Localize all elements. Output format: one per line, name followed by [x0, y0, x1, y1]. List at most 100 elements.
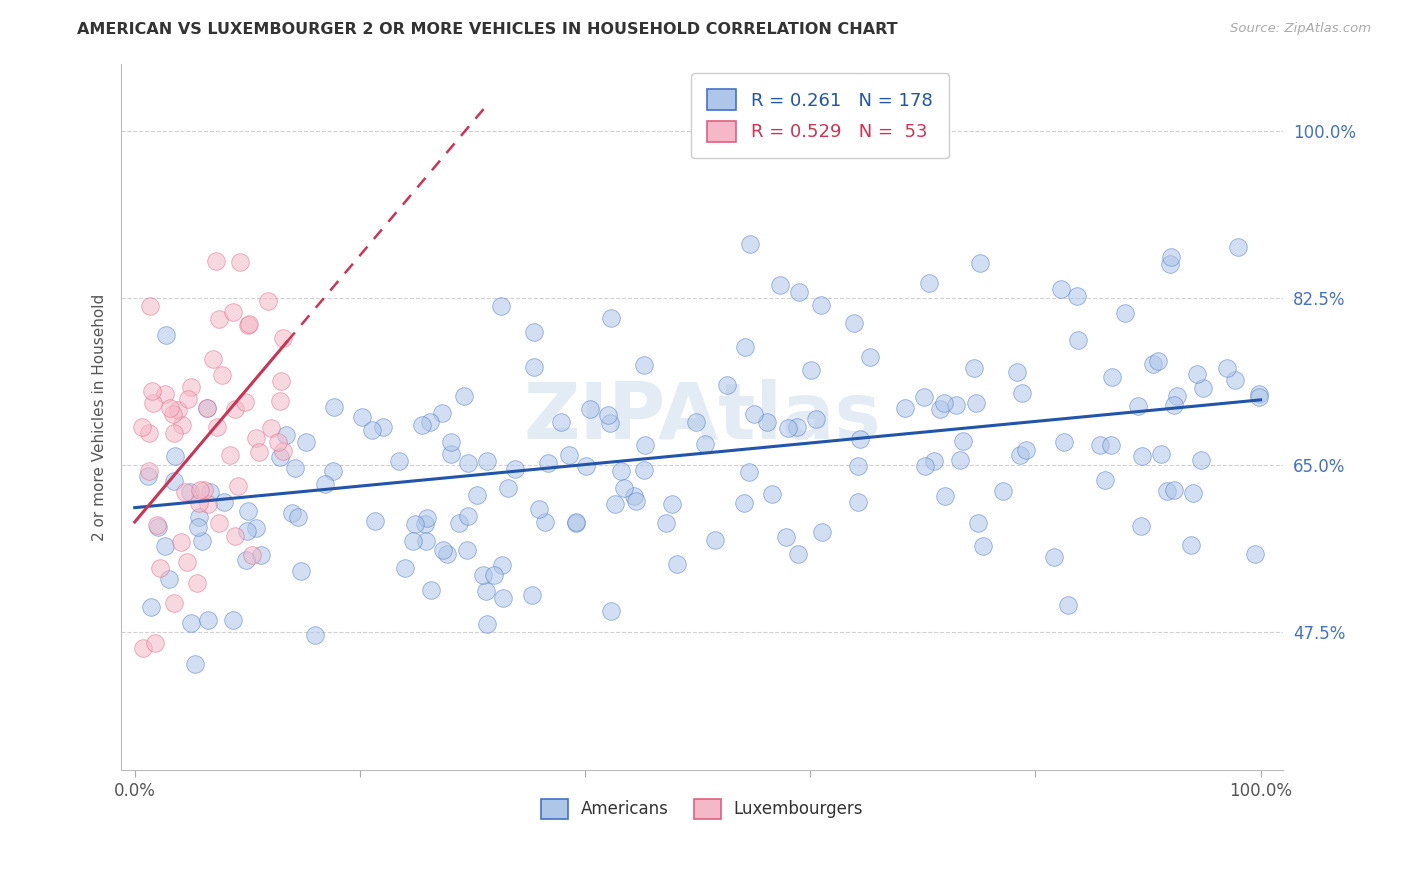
- Point: [411, 418, 433, 433]
- Point: [610, 463, 633, 477]
- Point: [703, 533, 725, 547]
- Point: [1130, 449, 1153, 463]
- Point: [558, 449, 581, 463]
- Point: [1216, 361, 1239, 376]
- Point: [142, 396, 165, 410]
- Point: [575, 459, 598, 474]
- Point: [775, 530, 797, 544]
- Point: [419, 415, 441, 429]
- Point: [141, 384, 163, 398]
- Point: [849, 432, 872, 446]
- Point: [665, 558, 688, 572]
- Point: [162, 425, 184, 440]
- Point: [1114, 306, 1136, 320]
- Point: [180, 616, 202, 631]
- Point: [187, 496, 209, 510]
- Point: [257, 294, 280, 309]
- Point: [626, 494, 648, 508]
- Point: [523, 359, 546, 374]
- Point: [716, 377, 738, 392]
- Point: [166, 402, 188, 417]
- Point: [1043, 549, 1066, 564]
- Point: [1066, 289, 1088, 303]
- Point: [498, 481, 520, 495]
- Point: [1181, 485, 1204, 500]
- Point: [280, 506, 302, 520]
- Point: [693, 437, 716, 451]
- Point: [222, 614, 245, 628]
- Point: [195, 401, 218, 415]
- Point: [260, 421, 283, 435]
- Point: [738, 465, 761, 479]
- Point: [238, 317, 260, 331]
- Point: [304, 628, 326, 642]
- Point: [269, 394, 291, 409]
- Point: [208, 312, 231, 326]
- Point: [859, 350, 882, 364]
- Point: [623, 490, 645, 504]
- Point: [276, 428, 298, 442]
- Point: [295, 434, 318, 449]
- Point: [599, 604, 621, 618]
- Point: [1088, 437, 1111, 451]
- Point: [449, 516, 471, 531]
- Point: [440, 447, 463, 461]
- Point: [179, 485, 201, 500]
- Point: [419, 582, 441, 597]
- Point: [1129, 518, 1152, 533]
- Point: [550, 415, 572, 429]
- Point: [364, 514, 387, 528]
- Point: [1053, 435, 1076, 450]
- Point: [186, 576, 208, 591]
- Point: [211, 368, 233, 383]
- Point: [290, 565, 312, 579]
- Point: [153, 387, 176, 401]
- Point: [191, 533, 214, 548]
- Point: [1147, 353, 1170, 368]
- Point: [436, 547, 458, 561]
- Point: [388, 454, 411, 468]
- Text: AMERICAN VS LUXEMBOURGER 2 OR MORE VEHICLES IN HOUSEHOLD CORRELATION CHART: AMERICAN VS LUXEMBOURGER 2 OR MORE VEHIC…: [77, 22, 898, 37]
- Point: [1126, 399, 1149, 413]
- Point: [173, 485, 195, 500]
- Point: [236, 318, 259, 332]
- Point: [1067, 333, 1090, 347]
- Point: [565, 516, 588, 531]
- Point: [323, 400, 346, 414]
- Point: [157, 573, 180, 587]
- Point: [394, 561, 416, 575]
- Point: [633, 463, 655, 477]
- Point: [991, 484, 1014, 499]
- Point: [413, 517, 436, 532]
- Point: [176, 556, 198, 570]
- Point: [475, 454, 498, 468]
- Point: [205, 420, 228, 434]
- Point: [1159, 257, 1181, 271]
- Point: [1156, 483, 1178, 498]
- Point: [733, 496, 755, 510]
- Point: [1142, 357, 1164, 371]
- Point: [1160, 250, 1182, 264]
- Point: [131, 420, 153, 434]
- Point: [894, 401, 917, 415]
- Point: [146, 519, 169, 533]
- Point: [155, 328, 177, 343]
- Point: [198, 484, 221, 499]
- Point: [284, 461, 307, 475]
- Point: [222, 305, 245, 319]
- Point: [139, 299, 162, 313]
- Point: [1011, 386, 1033, 401]
- Point: [143, 636, 166, 650]
- Point: [188, 483, 211, 497]
- Point: [633, 358, 655, 372]
- Point: [787, 547, 810, 561]
- Point: [963, 361, 986, 376]
- Point: [1166, 389, 1188, 403]
- Point: [250, 548, 273, 562]
- Point: [188, 509, 211, 524]
- Point: [236, 504, 259, 518]
- Point: [271, 443, 294, 458]
- Point: [1247, 386, 1270, 401]
- Point: [159, 401, 181, 416]
- Point: [1189, 453, 1212, 467]
